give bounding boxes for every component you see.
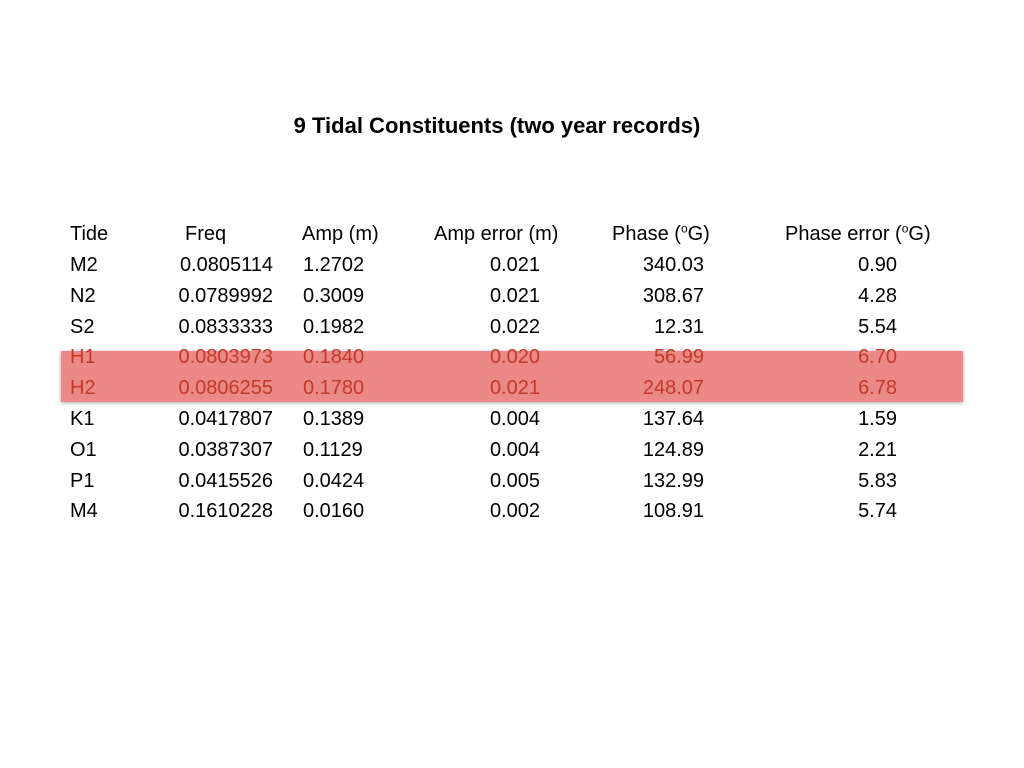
cell-phase-error: 5.83 bbox=[858, 470, 897, 492]
cell-phase-error: 2.21 bbox=[858, 439, 897, 461]
cell-phase: 132.99 bbox=[642, 470, 704, 492]
cell-amp: 1.2702 bbox=[303, 254, 365, 276]
cell-freq: 0.0789992 bbox=[178, 285, 273, 307]
header-phase: Phase (oG) bbox=[612, 221, 710, 245]
cell-phase: 308.67 bbox=[642, 285, 704, 307]
cell-amp: 0.0160 bbox=[303, 500, 365, 522]
cell-phase: 12.31 bbox=[653, 316, 704, 338]
cell-tide: O1 bbox=[70, 439, 97, 461]
cell-phase-error: 6.70 bbox=[858, 346, 897, 368]
cell-amp: 0.1780 bbox=[303, 377, 365, 399]
header-phase-error: Phase error (oG) bbox=[785, 221, 931, 245]
cell-amp: 0.1982 bbox=[303, 316, 365, 338]
cell-phase-error: 5.54 bbox=[858, 316, 897, 338]
cell-freq: 0.0387307 bbox=[178, 439, 273, 461]
cell-freq: 0.0833333 bbox=[178, 316, 273, 338]
cell-tide: S2 bbox=[70, 316, 95, 338]
cell-freq: 0.0805114 bbox=[179, 254, 273, 276]
cell-tide: H1 bbox=[70, 346, 96, 368]
cell-amp-error: 0.021 bbox=[489, 254, 540, 276]
slide-title: 9 Tidal Constituents (two year records) bbox=[293, 113, 701, 138]
cell-freq: 0.0417807 bbox=[178, 408, 273, 430]
cell-phase-error: 0.90 bbox=[858, 254, 897, 276]
cell-freq: 0.1610228 bbox=[178, 500, 273, 522]
cell-phase-error: 5.74 bbox=[858, 500, 897, 522]
cell-amp-error: 0.020 bbox=[489, 346, 540, 368]
cell-freq: 0.0803973 bbox=[178, 346, 273, 368]
cell-phase-error: 1.59 bbox=[858, 408, 897, 430]
cell-tide: H2 bbox=[70, 377, 96, 399]
cell-amp-error: 0.022 bbox=[489, 316, 540, 338]
cell-amp-error: 0.004 bbox=[489, 408, 540, 430]
cell-amp: 0.3009 bbox=[303, 285, 365, 307]
header-amp: Amp (m) bbox=[302, 223, 379, 245]
cell-phase: 340.03 bbox=[642, 254, 704, 276]
cell-amp: 0.0424 bbox=[303, 470, 365, 492]
cell-amp: 0.1840 bbox=[303, 346, 365, 368]
header-amp-error: Amp error (m) bbox=[434, 223, 559, 245]
cell-amp: 0.1389 bbox=[303, 408, 365, 430]
cell-amp-error: 0.004 bbox=[489, 439, 540, 461]
cell-amp-error: 0.005 bbox=[489, 470, 540, 492]
cell-amp: 0.1129 bbox=[303, 439, 363, 461]
cell-tide: M2 bbox=[70, 254, 98, 276]
cell-tide: M4 bbox=[70, 500, 98, 522]
cell-tide: K1 bbox=[70, 408, 95, 430]
cell-phase-error: 6.78 bbox=[858, 377, 897, 399]
cell-amp-error: 0.021 bbox=[489, 285, 540, 307]
cell-phase: 137.64 bbox=[642, 408, 704, 430]
cell-phase-error: 4.28 bbox=[858, 285, 897, 307]
cell-freq: 0.0415526 bbox=[178, 470, 273, 492]
cell-amp-error: 0.002 bbox=[489, 500, 540, 522]
cell-tide: P1 bbox=[70, 470, 95, 492]
cell-amp-error: 0.021 bbox=[489, 377, 540, 399]
cell-freq: 0.0806255 bbox=[178, 377, 273, 399]
cell-phase: 108.91 bbox=[642, 500, 704, 522]
cell-phase: 56.99 bbox=[653, 346, 704, 368]
header-tide: Tide bbox=[70, 223, 109, 245]
cell-phase: 124.89 bbox=[642, 439, 704, 461]
highlighted-rows-band bbox=[61, 351, 963, 402]
cell-phase: 248.07 bbox=[642, 377, 704, 399]
cell-tide: N2 bbox=[70, 285, 96, 307]
header-freq: Freq bbox=[185, 223, 227, 245]
